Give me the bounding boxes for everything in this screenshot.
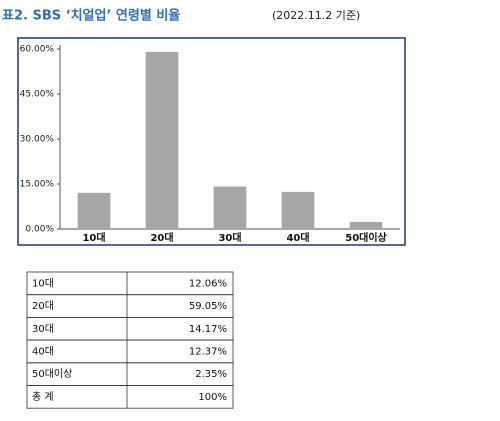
note: (2022.11.2 기준) — [272, 9, 360, 22]
bar — [281, 191, 315, 229]
table-cell: 20대 — [32, 300, 54, 312]
bar — [349, 221, 383, 229]
table-cell: 30대 — [32, 323, 54, 335]
table: 10대 12.06% 20대 59.05% 30대 14.17% 40대 12.37% 50대이… — [26, 271, 234, 409]
y-tick-label: 30.00% — [20, 135, 55, 145]
y-tick-label: 0.00% — [25, 225, 54, 235]
x-tick-label: 50대이상 — [345, 231, 387, 244]
x-tick-label: 10대 — [82, 231, 105, 244]
title: 표2. SBS ‘치얼업’ 연령별 비율 — [2, 8, 180, 24]
table-cell: 59.05% — [189, 301, 227, 312]
y-tick-label: 15.00% — [20, 180, 55, 190]
table-cell: 40대 — [32, 345, 54, 357]
y-tick-label: 60.00% — [20, 45, 55, 55]
table-cell: 100% — [198, 392, 227, 403]
bar — [213, 186, 247, 229]
table-cell: 총 계 — [32, 391, 54, 403]
table-cell: 12.37% — [189, 346, 227, 357]
table-cell: 12.06% — [189, 278, 227, 289]
x-tick-label: 40대 — [286, 231, 309, 244]
chart-frame — [17, 37, 406, 246]
x-tick-label: 30대 — [218, 231, 241, 244]
y-tick-label: 45.00% — [20, 90, 55, 100]
table-cell: 2.35% — [195, 369, 227, 380]
x-tick-label: 20대 — [150, 231, 173, 244]
table-cell: 14.17% — [189, 324, 227, 335]
table-cell: 10대 — [32, 277, 54, 289]
table-row — [26, 385, 234, 409]
table-cell: 50대이상 — [32, 368, 72, 380]
bar — [145, 51, 179, 229]
bar — [77, 192, 111, 229]
